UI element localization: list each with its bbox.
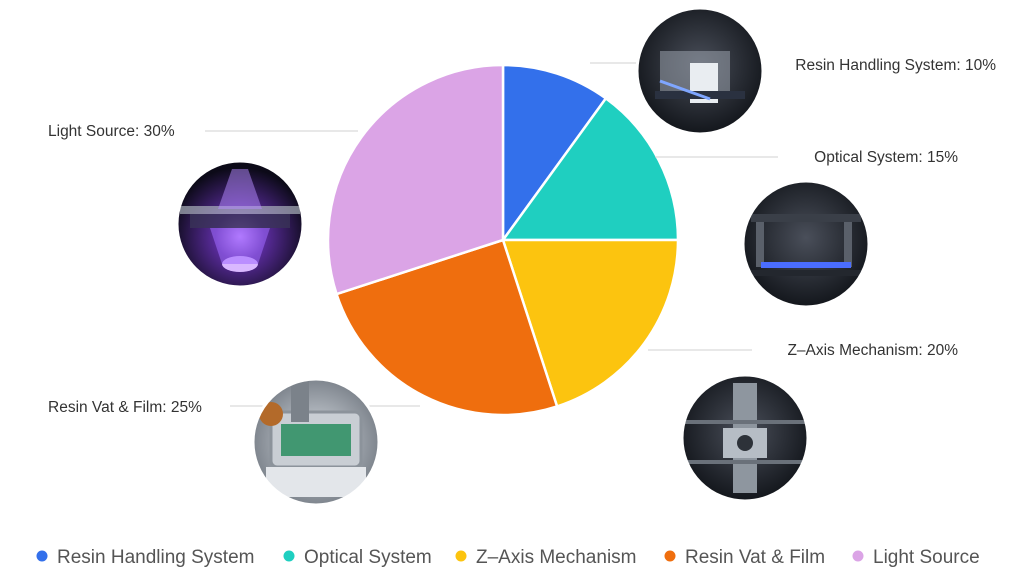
legend: Resin Handling System Optical System Z–Axi… [36,547,980,568]
pie-slice-resin-handling-system [501,63,608,244]
pie-slice-z-axis-mechanism [501,238,680,409]
slice-label: Resin Handling System: 10% [795,57,996,74]
slice-label: Optical System: 15% [814,149,958,166]
pie-slice-light-source [326,63,505,296]
slice-label: Resin Vat & Film: 25% [48,399,202,416]
legend-swatch [852,550,864,562]
legend-swatch [664,550,676,562]
slice-label: Z–Axis Mechanism: 20% [787,342,958,359]
legend-swatch [36,550,48,562]
light-source-photo-icon [175,159,305,289]
legend-label: Light Source [873,547,980,568]
legend-label: Resin Vat & Film [685,547,825,568]
pie-slice-optical-system [500,96,680,242]
legend-swatch [455,550,467,562]
legend-label: Resin Handling System [57,547,254,568]
slice-label: Light Source: 30% [48,123,175,140]
resin-vat-photo-icon [251,377,381,507]
optical-system-photo-icon [741,179,871,309]
pie-slice-resin-vat-film [334,238,559,417]
legend-label: Optical System [304,547,432,568]
z-axis-mechanism-photo-icon [680,373,810,503]
legend-swatch [283,550,295,562]
resin-handling-photo-icon [635,6,765,136]
legend-label: Z–Axis Mechanism [476,547,637,568]
